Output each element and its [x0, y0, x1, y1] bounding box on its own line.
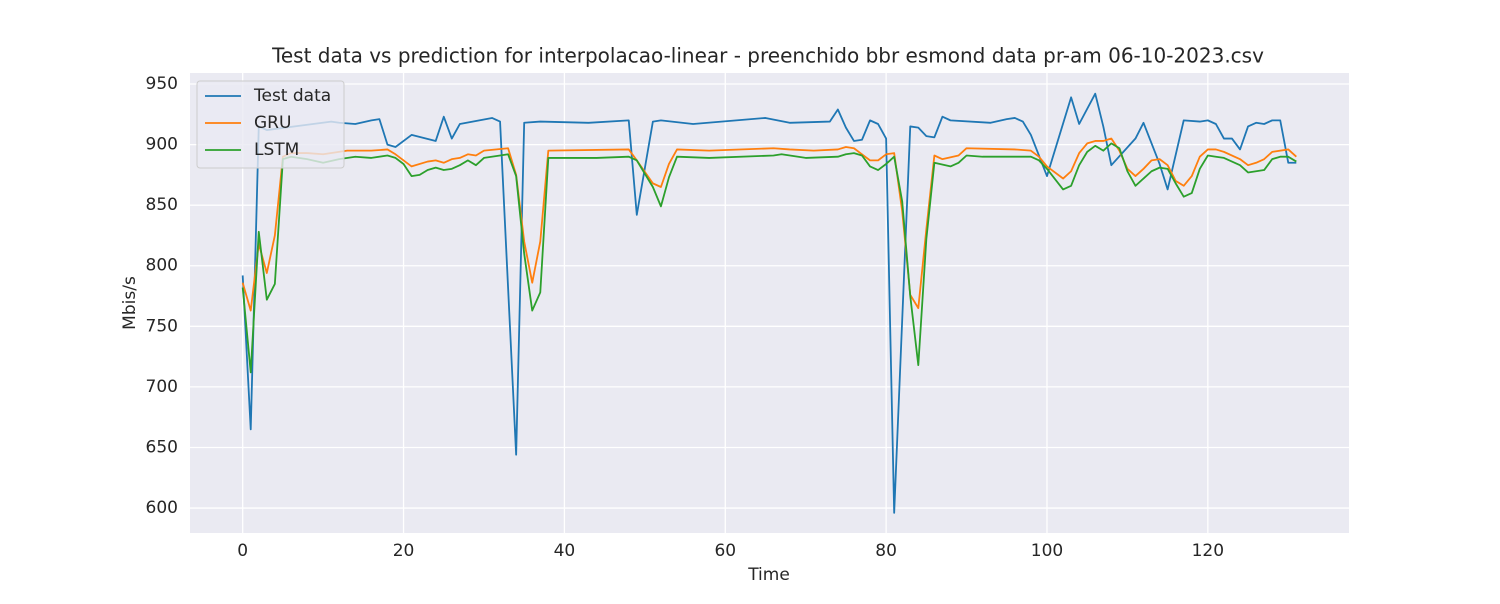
lines	[241, 92, 1297, 514]
legend-label: LSTM	[254, 140, 299, 160]
legend-label: Test data	[253, 86, 331, 106]
x-tick-label: 40	[554, 541, 576, 561]
x-axis-label: Time	[747, 565, 790, 585]
x-tick-label: 0	[237, 541, 248, 561]
y-tick-label: 850	[146, 195, 178, 215]
series-line	[241, 92, 1297, 514]
chart-title: Test data vs prediction for interpolacao…	[271, 44, 1264, 68]
y-tick-label: 750	[146, 316, 178, 336]
x-tick-label: 80	[875, 541, 897, 561]
y-axis-label: Mbis/s	[120, 276, 140, 330]
x-tick-label: 120	[1192, 541, 1224, 561]
plot-area	[190, 73, 1349, 533]
y-tick-label: 600	[146, 498, 178, 518]
y-tick-label: 700	[146, 377, 178, 397]
series-line	[241, 142, 1297, 374]
y-tick-label: 950	[146, 74, 178, 94]
x-tick-label: 100	[1031, 541, 1063, 561]
x-tick-label: 60	[714, 541, 736, 561]
y-tick-label: 900	[146, 135, 178, 155]
legend-label: GRU	[254, 113, 291, 133]
y-tick-label: 650	[146, 437, 178, 457]
legend-box	[196, 80, 345, 169]
x-tick-label: 20	[393, 541, 415, 561]
series-line	[241, 137, 1297, 312]
legend: Test data GRU LSTM	[196, 80, 345, 169]
y-tick-label: 800	[146, 256, 178, 276]
